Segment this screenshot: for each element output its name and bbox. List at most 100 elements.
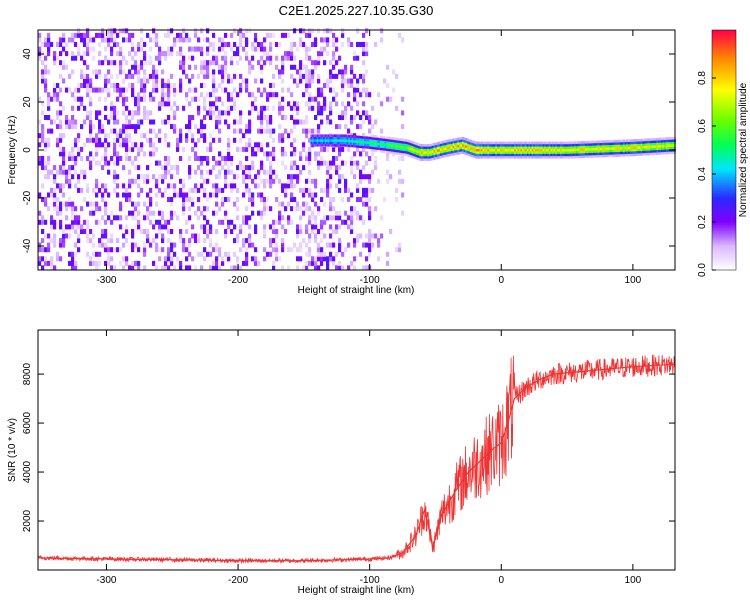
heatmap-cell xyxy=(179,192,183,198)
heatmap-cell xyxy=(116,110,120,116)
heatmap-cell xyxy=(436,144,439,148)
heatmap-cell xyxy=(71,210,75,216)
heatmap-cell xyxy=(668,151,672,155)
heatmap-cell xyxy=(101,87,105,93)
heatmap-cell xyxy=(197,137,201,143)
heatmap-cell xyxy=(337,139,340,142)
heatmap-cell xyxy=(331,136,334,140)
heatmap-cell xyxy=(398,138,402,141)
heatmap-cell xyxy=(400,140,403,144)
heatmap-cell xyxy=(107,142,111,148)
heatmap-cell xyxy=(518,141,522,145)
heatmap-cell xyxy=(86,183,90,189)
heatmap-cell xyxy=(553,141,556,145)
heatmap-cell xyxy=(239,247,243,253)
heatmap-cell xyxy=(41,101,45,107)
heatmap-cell xyxy=(71,224,75,230)
heatmap-cell xyxy=(347,215,351,221)
heatmap-cell xyxy=(383,145,386,149)
heatmap-cell xyxy=(353,144,356,148)
heatmap-cell xyxy=(542,146,545,149)
heatmap-cell xyxy=(626,144,629,147)
heatmap-cell xyxy=(200,210,204,216)
heatmap-cell xyxy=(624,151,627,155)
heatmap-cell xyxy=(507,144,511,147)
heatmap-cell xyxy=(215,55,219,61)
heatmap-cell xyxy=(370,139,373,142)
heatmap-cell xyxy=(656,147,659,151)
heatmap-cell xyxy=(305,119,309,125)
heatmap-cell xyxy=(179,78,183,84)
heatmap-cell xyxy=(643,141,646,144)
heatmap-cell xyxy=(140,187,144,193)
heatmap-cell xyxy=(580,141,583,144)
heatmap-cell xyxy=(662,151,665,155)
heatmap-cell xyxy=(230,187,234,193)
heatmap-cell xyxy=(654,138,657,141)
heatmap-cell xyxy=(526,156,529,159)
heatmap-cell xyxy=(212,83,216,88)
heatmap-cell xyxy=(642,150,645,154)
heatmap-cell xyxy=(608,152,612,155)
heatmap-cell xyxy=(65,51,69,57)
heatmap-cell xyxy=(251,242,255,248)
heatmap-cell xyxy=(329,224,333,230)
heatmap-cell xyxy=(424,158,427,161)
heatmap-cell xyxy=(98,60,102,66)
heatmap-cell xyxy=(167,142,171,148)
heatmap-cell xyxy=(38,156,42,161)
heatmap-cell xyxy=(284,165,288,171)
heatmap-cell xyxy=(323,28,327,34)
heatmap-cell xyxy=(260,160,264,166)
heatmap-cell xyxy=(518,156,522,159)
heatmap-cell xyxy=(269,32,273,38)
heatmap-cell xyxy=(227,151,231,157)
heatmap-cell xyxy=(518,146,522,149)
heatmap-cell xyxy=(143,105,147,111)
heatmap-cell xyxy=(161,174,165,180)
heatmap-cell xyxy=(572,146,575,149)
heatmap-cell xyxy=(68,124,72,130)
heatmap-cell xyxy=(575,148,578,152)
heatmap-cell xyxy=(203,64,207,70)
heatmap-cell xyxy=(326,165,330,171)
heatmap-cell xyxy=(233,96,237,102)
heatmap-cell xyxy=(642,141,645,144)
heatmap-cell xyxy=(275,229,279,234)
heatmap-cell xyxy=(71,151,75,157)
heatmap-cell xyxy=(74,251,78,257)
heatmap-cell xyxy=(572,151,575,154)
heatmap-cell xyxy=(143,60,147,66)
heatmap-cell xyxy=(287,265,291,271)
heatmap-cell xyxy=(337,141,340,145)
heatmap-cell xyxy=(182,64,186,70)
heatmap-cell xyxy=(645,148,648,151)
heatmap-cell xyxy=(161,83,165,88)
heatmap-cell xyxy=(642,138,645,142)
heatmap-cell xyxy=(74,137,78,143)
heatmap-cell xyxy=(110,51,114,57)
heatmap-cell xyxy=(514,144,517,147)
heatmap-cell xyxy=(236,119,240,125)
heatmap-cell xyxy=(347,197,351,202)
heatmap-cell xyxy=(317,151,321,157)
heatmap-cell xyxy=(477,146,480,149)
heatmap-cell xyxy=(436,149,439,152)
heatmap-cell xyxy=(372,144,375,147)
heatmap-cell xyxy=(593,143,596,146)
heatmap-cell xyxy=(620,151,623,155)
heatmap-cell xyxy=(275,55,279,61)
heatmap-cell xyxy=(353,210,357,216)
heatmap-cell xyxy=(101,165,105,171)
heatmap-cell xyxy=(401,210,405,216)
heatmap-cell xyxy=(582,148,585,151)
heatmap-cell xyxy=(487,148,490,152)
heatmap-cell xyxy=(77,96,81,102)
heatmap-cell xyxy=(305,178,309,184)
heatmap-cell xyxy=(455,137,458,141)
heatmap-cell xyxy=(506,146,509,149)
heatmap-cell xyxy=(495,156,498,159)
heatmap-cell xyxy=(665,137,668,140)
heatmap-cell xyxy=(212,260,216,266)
